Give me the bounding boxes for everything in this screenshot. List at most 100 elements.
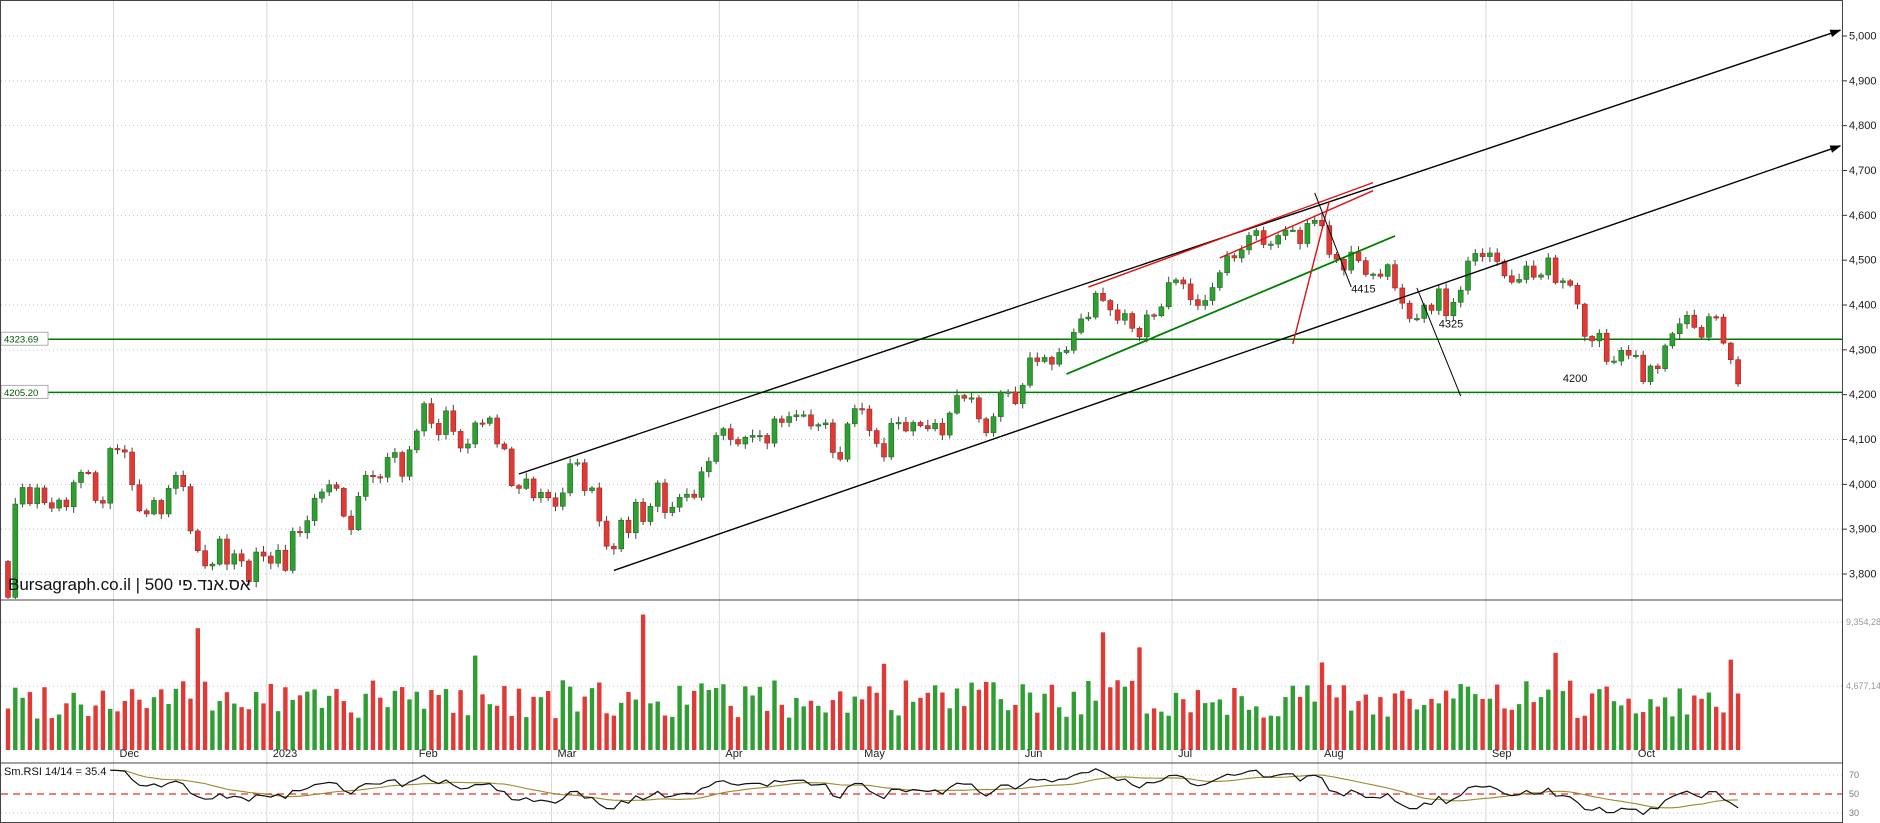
- volume-bar: [42, 687, 47, 750]
- candle-body: [713, 435, 719, 462]
- volume-bar: [932, 685, 938, 750]
- candle-body: [224, 538, 230, 565]
- candle-body: [786, 416, 792, 423]
- candle-body: [1224, 255, 1230, 274]
- volume-bar: [560, 680, 565, 750]
- candle-body: [1538, 274, 1544, 278]
- candle-body: [12, 503, 19, 598]
- candlestick-series[interactable]: [5, 214, 1741, 602]
- volume-bar: [159, 689, 164, 750]
- volume-bar: [210, 710, 215, 750]
- candle-body: [129, 451, 135, 486]
- channel-lower-line[interactable]: [613, 145, 1841, 572]
- volume-bar: [1290, 685, 1295, 750]
- red-breakdown-line[interactable]: [1292, 200, 1330, 345]
- candle-body: [1618, 349, 1625, 362]
- volume-bar: [1670, 716, 1675, 750]
- volume-bar: [122, 700, 127, 750]
- volume-bar: [144, 708, 149, 750]
- candle-body: [538, 492, 544, 499]
- red-wedge-lower-line[interactable]: [1219, 190, 1374, 259]
- candle-body: [808, 414, 814, 427]
- candle-body: [311, 497, 318, 521]
- candle-body: [516, 485, 522, 489]
- volume-bar: [524, 717, 529, 750]
- volume-bar: [1516, 704, 1522, 750]
- volume-bar: [1064, 716, 1069, 750]
- volume-bar: [867, 686, 872, 750]
- volume-bar: [1181, 699, 1186, 750]
- candle-body: [289, 531, 296, 571]
- volume-bar: [1495, 684, 1500, 750]
- volume-bar: [297, 695, 303, 750]
- volume-bar: [1035, 712, 1040, 750]
- candle-body: [1319, 219, 1325, 226]
- volume-bar: [816, 705, 821, 750]
- candle-body: [1071, 332, 1077, 351]
- volume-bar: [516, 688, 522, 750]
- volume-bar: [224, 692, 230, 750]
- candle-body: [187, 486, 194, 532]
- candle-body: [1501, 261, 1508, 277]
- candle-body: [1567, 280, 1573, 286]
- volume-bar: [1151, 708, 1157, 750]
- pointer-line-4325[interactable]: [1416, 287, 1462, 397]
- candle-body: [1633, 354, 1639, 357]
- candle-body: [581, 462, 588, 491]
- volume-bar: [969, 682, 974, 750]
- volume-bar: [1370, 714, 1376, 750]
- candle-body: [319, 491, 325, 499]
- candle-body: [1363, 260, 1369, 275]
- candle-body: [1355, 251, 1362, 261]
- channel-lower-line-arrowhead: [1829, 145, 1842, 153]
- candle-body: [647, 506, 654, 522]
- volume-bar: [998, 699, 1003, 750]
- candle-body: [720, 428, 727, 436]
- volume-bar: [1057, 707, 1062, 750]
- price-axis-label: 4,000: [1849, 479, 1877, 491]
- volume-series[interactable]: [5, 614, 1741, 750]
- volume-bar: [232, 703, 237, 750]
- volume-bar: [1721, 712, 1726, 750]
- candle-body: [698, 471, 705, 498]
- candle-body: [435, 423, 442, 435]
- volume-bar: [1254, 706, 1259, 750]
- channel-upper-line[interactable]: [518, 29, 1841, 475]
- pointer-line-4415[interactable]: [1314, 192, 1352, 288]
- candle-body: [742, 436, 749, 445]
- volume-bar: [1246, 709, 1252, 750]
- volume-bar: [108, 708, 113, 750]
- candle-body: [1735, 359, 1741, 385]
- volume-bar: [1159, 711, 1164, 750]
- candle-body: [589, 487, 595, 491]
- candle-body: [859, 408, 865, 411]
- volume-bar: [1122, 686, 1128, 750]
- candle-body: [457, 431, 464, 449]
- volume-bar: [626, 691, 631, 750]
- volume-bar: [458, 690, 463, 750]
- volume-bar: [1509, 709, 1514, 750]
- volume-bar: [823, 712, 828, 750]
- candle-body: [508, 448, 515, 486]
- candle-body: [326, 484, 333, 493]
- candle-body: [1698, 327, 1705, 338]
- candle-body: [968, 397, 975, 400]
- candle-body: [1209, 287, 1216, 301]
- candle-body: [961, 395, 968, 399]
- volume-bar: [341, 701, 346, 750]
- red-resistance-line[interactable]: [1088, 181, 1374, 288]
- volume-bar: [407, 699, 412, 750]
- volume-bar: [414, 691, 419, 750]
- candle-body: [1122, 313, 1128, 321]
- candle-body: [1603, 332, 1610, 362]
- volume-bar: [947, 708, 952, 750]
- volume-bar: [619, 702, 624, 750]
- candle-body: [1063, 349, 1070, 353]
- volume-bar: [575, 711, 580, 750]
- candle-body: [815, 424, 822, 427]
- volume-bar: [1414, 709, 1420, 750]
- volume-bar: [348, 712, 354, 750]
- candle-body: [340, 488, 347, 517]
